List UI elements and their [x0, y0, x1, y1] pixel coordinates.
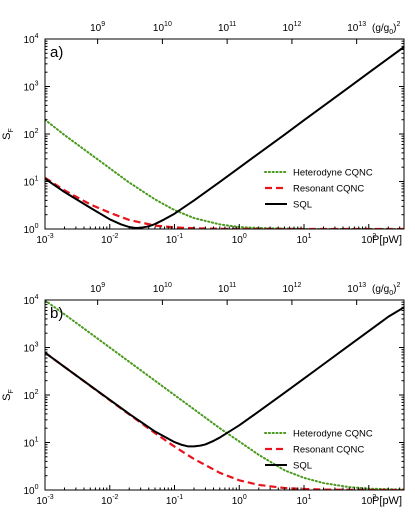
- x-tick-label: 100: [232, 233, 247, 246]
- x-tick-label: 10-2: [101, 233, 118, 246]
- top-tick-label: 1012: [282, 21, 301, 34]
- top-tick-label: 1013: [347, 282, 366, 295]
- x-tick-label: 102: [361, 494, 376, 507]
- top-tick-label: 109: [90, 21, 105, 34]
- x-tick-label: 100: [232, 494, 247, 507]
- y-axis-label: SF: [1, 389, 15, 401]
- series-group: [45, 300, 404, 490]
- y-tick-label: 102: [23, 128, 38, 141]
- x-tick-label: 10-2: [101, 494, 118, 507]
- series-line-heterodyne-cqnc: [45, 300, 404, 490]
- x-axis-label: P[pW]: [372, 495, 402, 507]
- top-axis-label: (g/g0)2: [372, 282, 400, 297]
- x-axis-label: P[pW]: [372, 234, 402, 246]
- top-tick-label: 1010: [153, 282, 172, 295]
- top-tick-label: 1010: [153, 21, 172, 34]
- y-axis-label: SF: [1, 128, 15, 140]
- plot-frame: [44, 38, 405, 230]
- top-tick-label: 1012: [282, 282, 301, 295]
- y-tick-label: 101: [23, 176, 38, 189]
- legend-label: Resonant CQNC: [293, 445, 364, 456]
- series-group: [45, 46, 404, 229]
- top-tick-label: 1011: [218, 21, 236, 34]
- series-line-resonant-cqnc: [45, 351, 404, 490]
- x-tick-label: 10-3: [36, 233, 53, 246]
- legend-label: Heterodyne CQNC: [293, 168, 373, 179]
- panel-label: a): [50, 44, 63, 61]
- y-tick-label: 103: [23, 81, 38, 94]
- legend-label: Resonant CQNC: [293, 184, 364, 195]
- y-tick-label: 102: [23, 389, 38, 402]
- y-tick-label: 100: [23, 223, 38, 236]
- y-tick-label: 104: [23, 294, 38, 307]
- series-line-resonant-cqnc: [45, 176, 404, 229]
- top-tick-label: 109: [90, 282, 105, 295]
- series-line-sql: [45, 306, 404, 448]
- y-tick-label: 101: [23, 437, 38, 450]
- series-line-heterodyne-cqnc: [45, 118, 404, 229]
- x-tick-label: 10-1: [166, 494, 183, 507]
- x-tick-label: 101: [296, 494, 311, 507]
- panel-a: 10-3 10-2 10-1 100 101 102 100 101 102 103 104 109 1…: [1, 21, 405, 246]
- plot-frame: [44, 299, 405, 491]
- panel-b: 10-3 10-2 10-1 100 101 102 100 101 102 103 104 109 1…: [1, 282, 405, 507]
- x-tick-label: 101: [296, 233, 311, 246]
- legend-label: SQL: [293, 461, 312, 472]
- x-tick-label: 10-1: [166, 233, 183, 246]
- top-tick-label: 1011: [218, 282, 236, 295]
- y-tick-label: 103: [23, 342, 38, 355]
- y-tick-label: 100: [23, 484, 38, 497]
- top-tick-label: 1013: [347, 21, 366, 34]
- series-line-sql: [45, 46, 404, 229]
- legend-label: SQL: [293, 200, 312, 211]
- panel-label: b): [50, 305, 63, 322]
- x-tick-label: 102: [361, 233, 376, 246]
- top-axis-label: (g/g0)2: [372, 21, 400, 36]
- legend-label: Heterodyne CQNC: [293, 429, 373, 440]
- y-tick-label: 104: [23, 33, 38, 46]
- x-tick-label: 10-3: [36, 494, 53, 507]
